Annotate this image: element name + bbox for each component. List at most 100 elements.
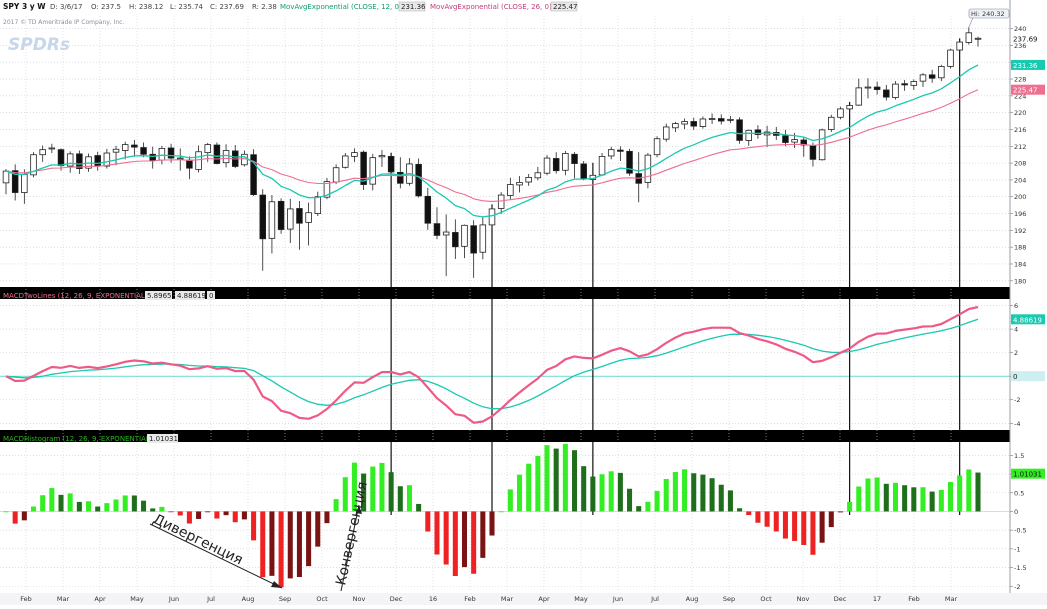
histogram-bar (553, 448, 559, 512)
candle (828, 116, 835, 130)
histogram-bar (406, 485, 412, 512)
x-tick-label: Jul (650, 595, 659, 603)
candle (534, 172, 542, 179)
x-tick-label: Dec (834, 595, 847, 603)
divergence-arrow (149, 523, 283, 589)
ema26-label[interactable]: MovAvgExponential (CLOSE, 26, 0) (430, 3, 552, 11)
price-y-tick-label: 228 (1014, 76, 1026, 84)
histogram-bar (205, 511, 211, 513)
panel-divider (0, 287, 1047, 299)
candle (342, 155, 349, 168)
histogram-bar (471, 511, 477, 574)
candle (571, 153, 578, 164)
histogram-badge: 1.01031 (1013, 471, 1042, 479)
candle (516, 182, 523, 186)
histogram-bar (141, 500, 147, 512)
histogram-bar (599, 474, 605, 512)
price-y-tick-label: 180 (1014, 277, 1026, 285)
candle (910, 81, 918, 86)
macd-title[interactable]: MACDTwoLines (12, 26, 9, EXPONENTIAL) (3, 292, 148, 300)
ema12-label[interactable]: MovAvgExponential (CLOSE, 12, 0) (280, 3, 402, 11)
axes: 1801841881921962002042082122162202242282… (20, 8, 1045, 603)
candle (782, 135, 789, 143)
histogram-bar (67, 493, 73, 512)
histogram-bar (397, 486, 403, 512)
histogram-bar (498, 511, 504, 513)
candle (2, 170, 10, 184)
histogram-bar (388, 472, 394, 512)
histogram-bar (315, 511, 321, 547)
divergence-arrowhead (271, 581, 282, 588)
histogram-bar (920, 487, 926, 512)
histogram-bar (764, 511, 770, 527)
candle (351, 152, 358, 157)
hist-y-tick-label: 0 (1014, 508, 1018, 516)
histogram-bar (361, 473, 367, 512)
candle (864, 86, 872, 89)
candle (186, 159, 193, 169)
candle (974, 37, 982, 40)
histogram-bar (810, 511, 816, 555)
histogram-bar (12, 511, 18, 524)
last-close-badge: 237.69 (1013, 35, 1038, 43)
histogram-bar (342, 477, 348, 512)
histogram-bar (489, 511, 495, 536)
macd-series (5, 305, 979, 424)
macd-zero-badge-bg (1011, 371, 1045, 382)
candle (754, 129, 762, 135)
hist-y-tick-label: -1 (1014, 545, 1020, 553)
x-tick-label: Dec (390, 595, 403, 603)
macd-y-tick-label: 2 (1014, 349, 1018, 357)
x-tick-label: 16 (429, 595, 437, 603)
macd-y-tick-label: 4 (1014, 326, 1018, 334)
histogram-bar (287, 511, 293, 579)
histogram-bar (379, 462, 385, 512)
macd-badge-bg (1011, 314, 1045, 325)
histogram-bar (654, 490, 660, 512)
price-y-tick-label: 184 (1014, 260, 1026, 268)
candle (745, 129, 752, 141)
candle (892, 83, 899, 98)
last-close-badge-bg (1011, 33, 1045, 44)
histogram-bar (95, 506, 101, 512)
histogram-bar (434, 511, 440, 555)
x-tick-label: Jun (168, 595, 179, 603)
candle (452, 232, 459, 248)
x-axis-strip (0, 593, 1047, 605)
price-panel[interactable] (0, 0, 1047, 287)
x-tick-label: Sep (279, 595, 291, 603)
histogram-bar (819, 511, 825, 543)
spdr-logo: SPDRs (8, 35, 70, 55)
macd-line (5, 305, 979, 424)
header-row: SPY 3 y W D: 3/6/17 O: 237.5 H: 238.12 L… (3, 1, 578, 55)
price-y-tick-label: 188 (1014, 244, 1026, 252)
histogram-bar (251, 511, 257, 541)
macd-value1: 5.8965 (147, 292, 172, 300)
histogram-bar (975, 472, 981, 512)
x-tick-label: Mar (501, 595, 514, 603)
candle (369, 157, 377, 185)
histogram-bar (278, 511, 284, 588)
macd-value2: 4.88619 (177, 292, 206, 300)
candle (699, 118, 707, 127)
x-tick-label: Jun (612, 595, 623, 603)
histogram-bar (232, 511, 238, 523)
price-y-tick-label: 192 (1014, 227, 1026, 235)
symbol-label[interactable]: SPY 3 y W (3, 2, 46, 11)
histogram-bar (636, 506, 642, 512)
candle (488, 208, 496, 226)
histogram-bar (746, 511, 752, 516)
candle (103, 152, 111, 167)
hist-y-tick-label: 0.5 (1014, 489, 1024, 497)
histogram-bar (627, 488, 633, 512)
price-y-tick-label: 200 (1014, 193, 1026, 201)
candle (140, 147, 147, 155)
low-label: L: 235.74 (170, 3, 204, 11)
histogram-bar (49, 488, 55, 512)
histogram-bar (196, 511, 202, 519)
histogram-title[interactable]: MACDHistogram (12, 26, 9, EXPONENTIAL) (3, 435, 153, 443)
histogram-bar (177, 511, 183, 516)
candle (131, 144, 138, 148)
candle (222, 150, 230, 164)
